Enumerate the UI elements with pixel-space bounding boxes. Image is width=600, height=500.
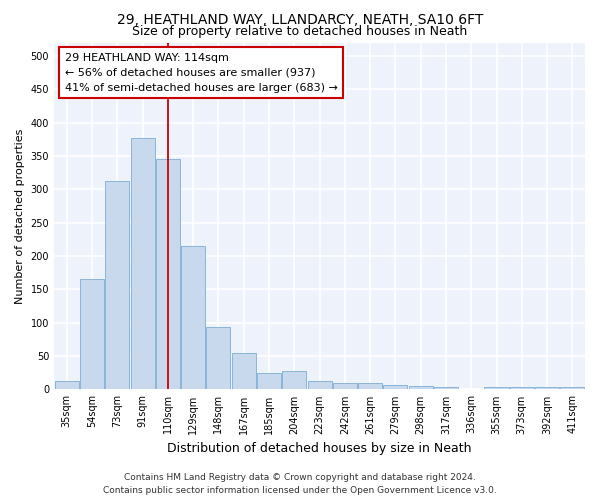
Bar (409, 386, 433, 390)
Bar (358, 383, 382, 390)
Text: Contains HM Land Registry data © Crown copyright and database right 2024.
Contai: Contains HM Land Registry data © Crown c… (103, 474, 497, 495)
Bar (308, 381, 332, 390)
Bar (560, 388, 584, 390)
Bar (510, 388, 534, 390)
Bar (484, 388, 509, 390)
Bar (105, 180, 129, 390)
Bar (156, 160, 180, 390)
Bar (206, 328, 230, 390)
Bar (282, 370, 306, 390)
Bar (232, 352, 256, 390)
Bar (55, 381, 79, 390)
Bar (535, 388, 559, 390)
Text: 29 HEATHLAND WAY: 114sqm
← 56% of detached houses are smaller (937)
41% of semi-: 29 HEATHLAND WAY: 114sqm ← 56% of detach… (65, 53, 338, 92)
Bar (333, 383, 357, 390)
Text: Size of property relative to detached houses in Neath: Size of property relative to detached ho… (133, 25, 467, 38)
Y-axis label: Number of detached properties: Number of detached properties (15, 128, 25, 304)
Bar (257, 373, 281, 390)
Bar (383, 385, 407, 390)
Text: 29, HEATHLAND WAY, LLANDARCY, NEATH, SA10 6FT: 29, HEATHLAND WAY, LLANDARCY, NEATH, SA1… (117, 12, 483, 26)
Bar (181, 246, 205, 390)
X-axis label: Distribution of detached houses by size in Neath: Distribution of detached houses by size … (167, 442, 472, 455)
Bar (131, 138, 155, 390)
Bar (80, 280, 104, 390)
Bar (434, 388, 458, 390)
